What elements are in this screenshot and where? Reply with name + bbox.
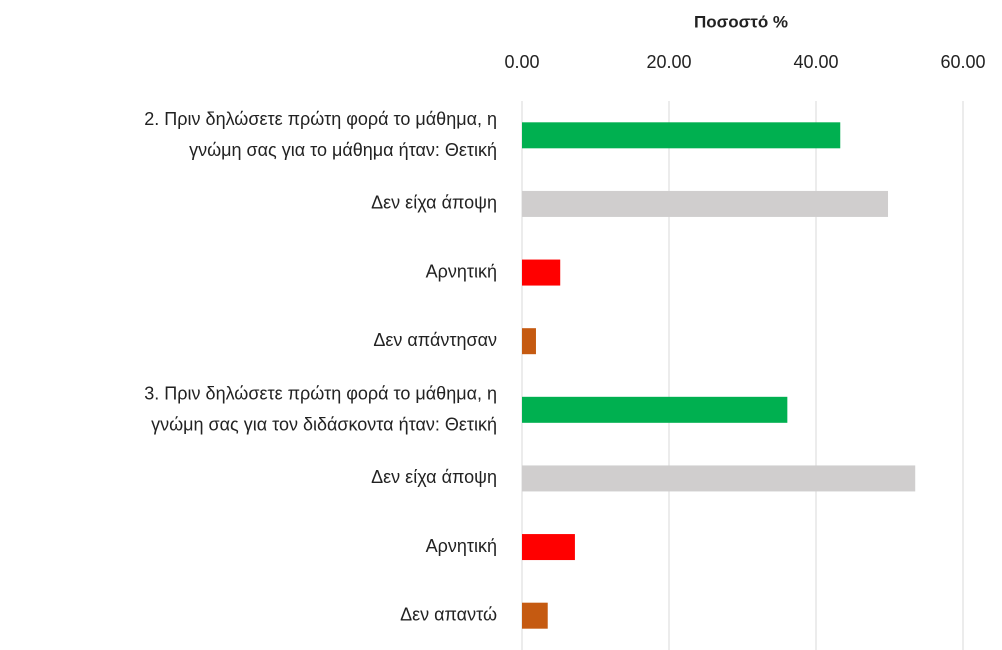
y-tick-label: Δεν είχα άποψη: [371, 467, 497, 487]
bar: [522, 328, 536, 355]
bar: [522, 190, 889, 217]
bar: [522, 259, 561, 286]
y-tick-label: 3. Πριν δηλώσετε πρώτη φορά το μάθημα, η…: [144, 383, 497, 434]
bar: [522, 534, 575, 561]
bar: [522, 602, 548, 629]
y-tick-label: Δεν είχα άποψη: [371, 193, 497, 213]
y-tick-label: 2. Πριν δηλώσετε πρώτη φορά το μάθημα, η…: [144, 109, 497, 160]
y-tick-label: Δεν απάντησαν: [373, 330, 497, 350]
bar: [522, 122, 841, 149]
y-tick-label: Αρνητική: [426, 536, 497, 556]
axis-title: Ποσοστό %: [694, 12, 788, 31]
bar: [522, 396, 788, 423]
bar: [522, 465, 916, 492]
x-tick-label: 60.00: [940, 52, 985, 72]
y-tick-label: Αρνητική: [426, 261, 497, 281]
x-tick-label: 40.00: [793, 52, 838, 72]
x-tick-label: 0.00: [504, 52, 539, 72]
y-tick-label: Δεν απαντώ: [400, 604, 497, 624]
x-tick-label: 20.00: [646, 52, 691, 72]
